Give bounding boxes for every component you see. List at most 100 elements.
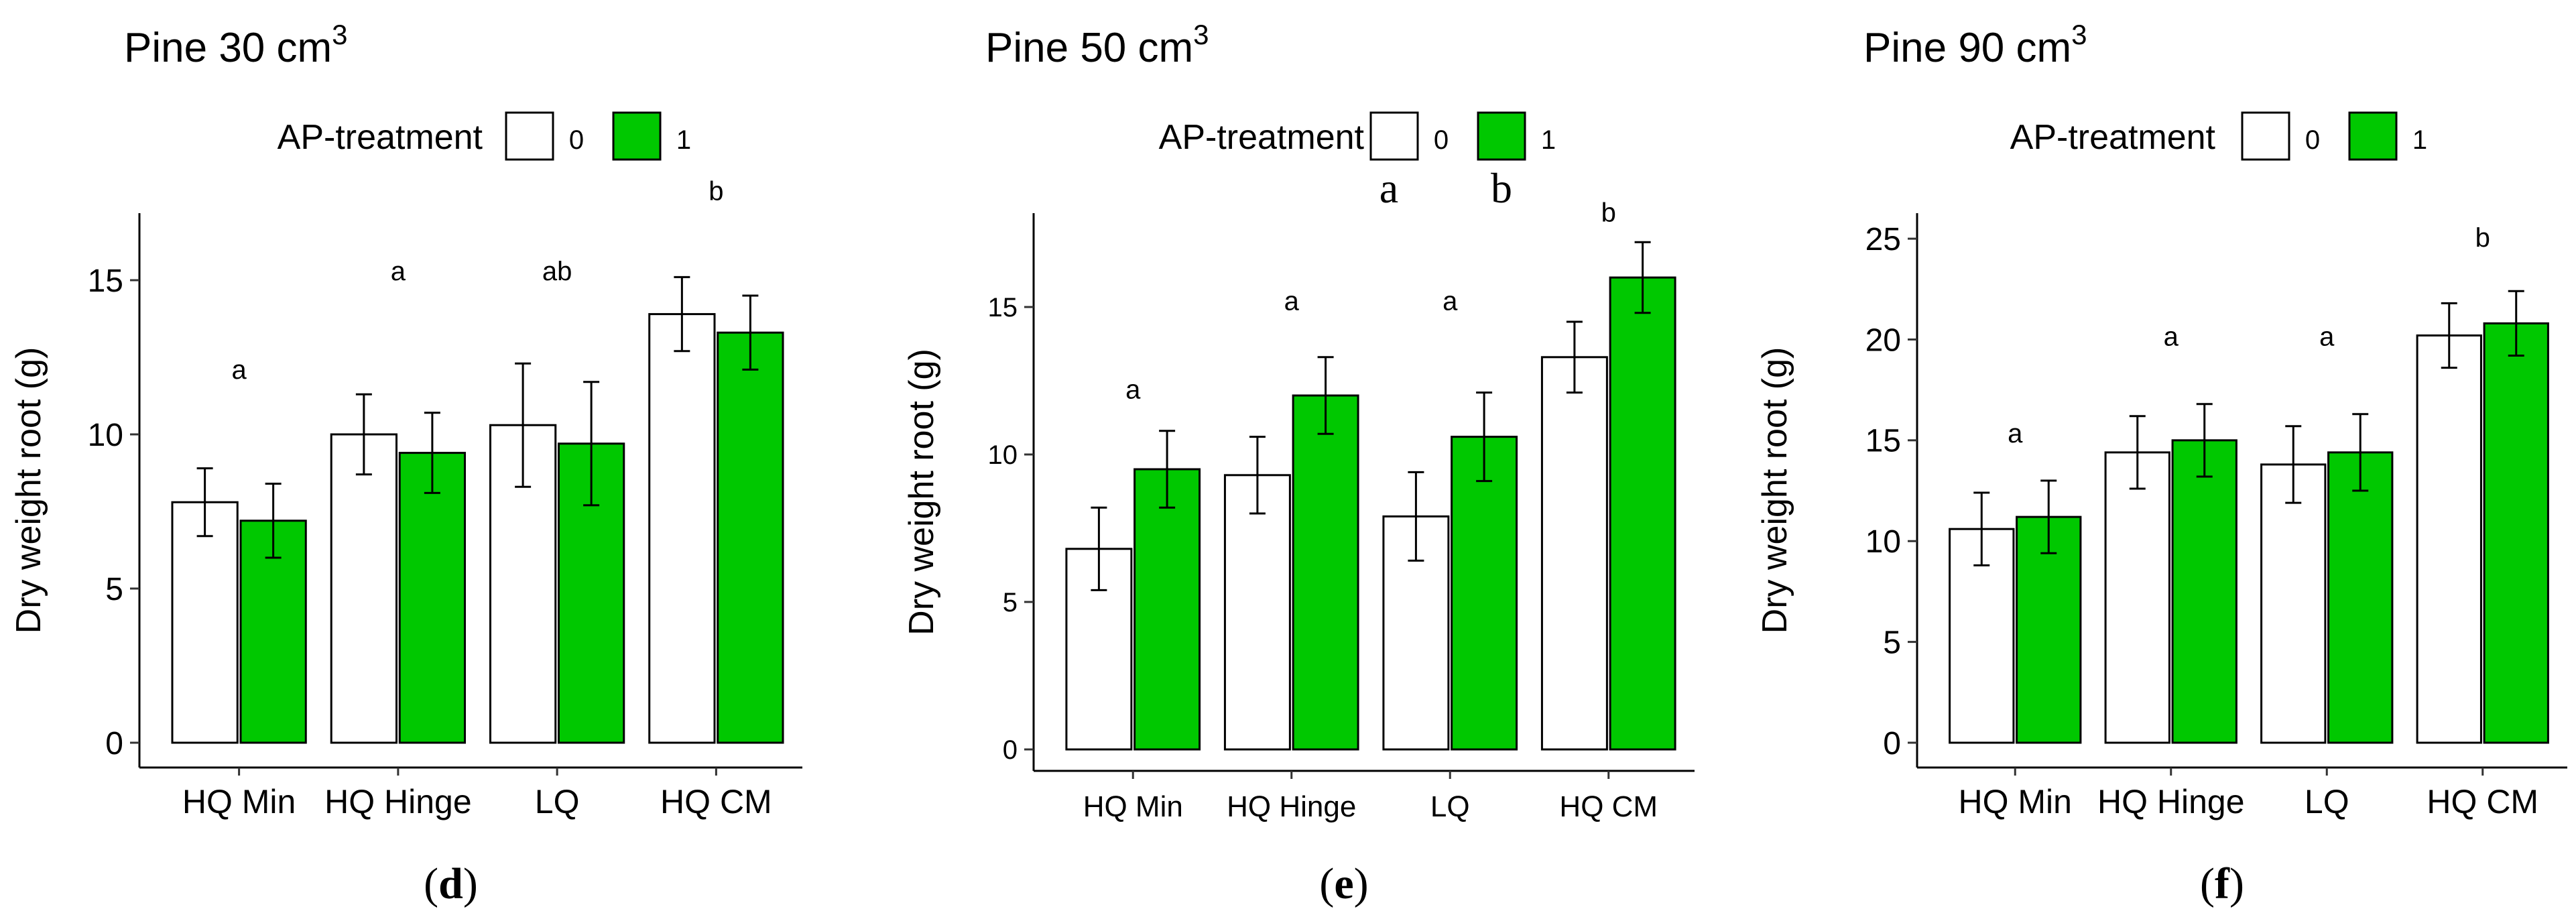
x-tick-label: HQ CM (660, 783, 772, 820)
legend: AP-treatment 0 1 (2010, 111, 2427, 161)
bar-lq-treatment-1 (1451, 436, 1518, 751)
error-bar (1249, 436, 1266, 515)
error-bar (1476, 391, 1493, 483)
bar-hq-cm-treatment-0 (1540, 356, 1608, 751)
y-tick-label: 0 (105, 726, 123, 761)
significance-letter: ab (542, 257, 572, 286)
bar-hq-cm-treatment-1 (2483, 322, 2549, 744)
legend: AP-treatment 0 1 (1159, 111, 1556, 161)
error-bar (583, 381, 600, 507)
bar-hq-cm-treatment-0 (2416, 334, 2482, 744)
significance-letter: a (391, 257, 406, 286)
error-bar (2352, 413, 2369, 492)
bar-hq-cm-treatment-0 (648, 313, 716, 744)
bar-hq-cm-treatment-1 (717, 331, 784, 744)
error-bar (2441, 302, 2457, 369)
x-tick-label: HQ CM (2427, 783, 2538, 820)
legend-title: AP-treatment (2010, 118, 2216, 157)
chart-title: Pine 50 cm3 (985, 19, 1209, 71)
legend-swatch-1 (1477, 111, 1526, 161)
y-tick-label: 10 (988, 440, 1018, 470)
legend-title: AP-treatment (1159, 118, 1365, 157)
x-tick-label: HQ Hinge (324, 783, 472, 820)
y-tick-label: 5 (1003, 588, 1018, 617)
title-superscript: 3 (2071, 19, 2087, 50)
legend-swatch-0 (1369, 111, 1419, 161)
title-superscript: 3 (1193, 19, 1209, 50)
y-tick-label: 20 (1865, 322, 1901, 358)
x-tick-label: HQ Min (182, 783, 296, 820)
y-tick-label: 5 (105, 572, 123, 607)
significance-letter: a (2164, 322, 2179, 351)
bar-hq-hinge-treatment-0 (1223, 474, 1291, 751)
y-tick-label: 25 (1865, 222, 1901, 257)
y-tick-label: 15 (1865, 424, 1901, 459)
legend-swatch-1 (612, 111, 662, 161)
error-bar (196, 467, 213, 538)
bar-hq-hinge-treatment-1 (2171, 439, 2237, 744)
bar-hq-min-treatment-1 (1133, 468, 1201, 751)
bar-hq-hinge-treatment-0 (2104, 451, 2170, 744)
legend: AP-treatment 0 1 (278, 111, 691, 161)
error-bar (265, 483, 282, 559)
error-bar (355, 393, 372, 476)
legend-label-1: 1 (676, 125, 691, 155)
bar-hq-hinge-treatment-1 (1292, 394, 1359, 751)
y-tick-label: 0 (1883, 726, 1901, 761)
x-tick-label: HQ Hinge (2097, 783, 2245, 820)
x-tick-label: LQ (1430, 790, 1470, 823)
y-axis-label: Dry weight root (g) (902, 349, 941, 635)
panel-label: (f) (2200, 859, 2244, 908)
legend-swatch-0 (2241, 111, 2290, 161)
y-tick-label: 10 (88, 418, 123, 453)
panel-label: (d) (424, 859, 478, 908)
chart-title: Pine 90 cm3 (1863, 19, 2087, 71)
significance-letter: a (1443, 286, 1458, 316)
legend-annotation-b: b (1491, 164, 1512, 212)
legend-annotation-a: a (1379, 164, 1398, 212)
significance-letter: b (1601, 198, 1616, 227)
significance-letter: a (2008, 419, 2023, 448)
y-tick-label: 0 (1003, 735, 1018, 765)
bar-lq-treatment-0 (2260, 463, 2327, 744)
y-tick-label: 10 (1865, 524, 1901, 560)
significance-letter: b (709, 176, 723, 206)
error-bar (2508, 290, 2524, 357)
y-tick-label: 5 (1883, 625, 1901, 660)
y-axis-label: Dry weight root (g) (1756, 347, 1794, 634)
x-tick-label: HQ Hinge (1227, 790, 1356, 823)
legend-label-1: 1 (1541, 125, 1556, 155)
x-tick-label: HQ CM (1559, 790, 1658, 823)
significance-letter: a (1125, 375, 1141, 404)
legend-label-0: 0 (1434, 125, 1449, 155)
significance-letter: a (1284, 286, 1300, 316)
error-bar (1634, 241, 1651, 314)
error-bar (742, 294, 759, 371)
legend-label-1: 1 (2412, 125, 2427, 155)
y-tick-label: 15 (988, 293, 1018, 322)
error-bar (2285, 425, 2302, 504)
significance-letter: a (232, 355, 247, 385)
legend-label-0: 0 (2305, 125, 2320, 155)
x-tick-label: HQ Min (1083, 790, 1183, 823)
legend-title: AP-treatment (278, 118, 483, 157)
chart-title: Pine 30 cm3 (124, 19, 348, 71)
significance-letter: b (2475, 223, 2490, 253)
bar-hq-hinge-treatment-0 (330, 433, 398, 744)
error-bar (1091, 506, 1107, 591)
x-tick-label: HQ Min (1959, 783, 2072, 820)
error-bar (1973, 491, 1990, 566)
error-bar (1566, 320, 1583, 394)
error-bar (1408, 471, 1424, 562)
y-tick-label: 15 (88, 263, 123, 299)
bar-hq-cm-treatment-1 (1609, 276, 1676, 751)
error-bar (515, 362, 532, 488)
bar-hq-hinge-treatment-1 (398, 452, 467, 744)
legend-label-0: 0 (569, 125, 584, 155)
error-bar (674, 276, 690, 353)
error-bar (1159, 430, 1176, 509)
